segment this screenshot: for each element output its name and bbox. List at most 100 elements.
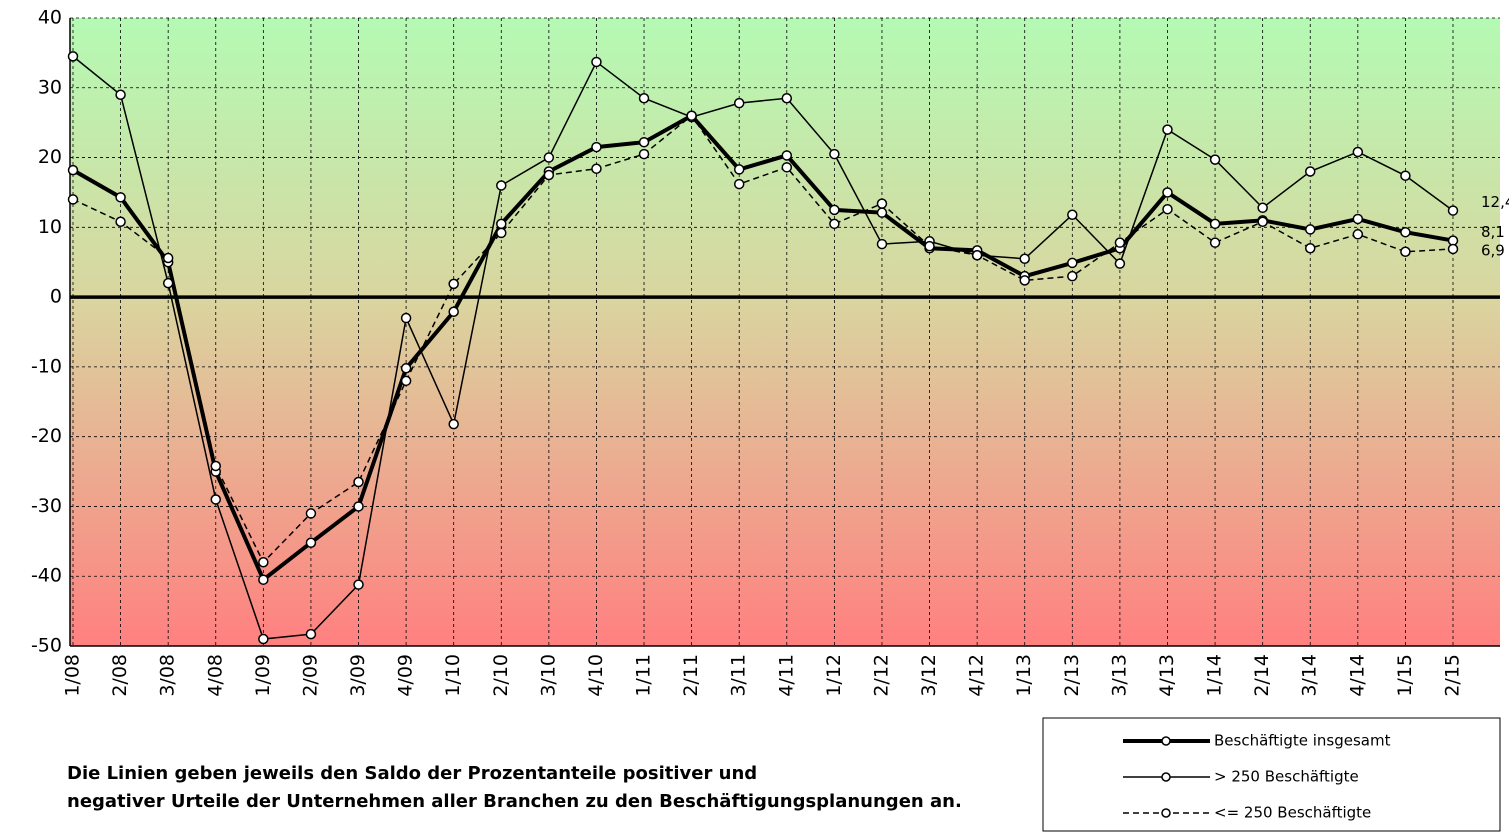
- data-point: [1352, 229, 1364, 240]
- data-point: [210, 494, 222, 505]
- x-tick-label: 1/13: [1013, 654, 1035, 697]
- data-point: [1447, 243, 1459, 255]
- data-point: [1067, 257, 1078, 269]
- x-tick-label: 2/09: [299, 654, 321, 697]
- data-point: [210, 460, 222, 472]
- x-tick-label: 2/10: [490, 654, 512, 697]
- data-point: [733, 164, 745, 175]
- y-tick-label: -50: [31, 635, 62, 657]
- data-point: [448, 278, 459, 290]
- series-line: [72, 55, 1454, 640]
- data-point: [496, 180, 507, 191]
- data-point: [733, 178, 745, 190]
- x-tick-label: 3/08: [157, 654, 179, 697]
- y-tick-label: 20: [38, 146, 62, 168]
- legend-label: <= 250 Beschäftigte: [1214, 804, 1371, 822]
- data-point: [162, 277, 174, 289]
- data-point: [1352, 146, 1364, 158]
- data-point: [305, 628, 317, 640]
- data-point: [591, 56, 602, 68]
- data-point: [258, 557, 269, 568]
- legend-label: > 250 Beschäftigte: [1214, 768, 1359, 786]
- data-point: [1162, 124, 1173, 135]
- data-point: [258, 574, 269, 585]
- data-point: [1114, 237, 1126, 248]
- data-point: [876, 198, 888, 209]
- data-point: [1352, 213, 1364, 225]
- data-point: [781, 150, 793, 161]
- data-point: [353, 501, 364, 512]
- x-tick-label: 1/09: [252, 654, 274, 697]
- x-tick-label: 4/08: [204, 654, 226, 697]
- data-point: [353, 476, 364, 488]
- x-tick-label: 2/11: [680, 654, 702, 697]
- data-point: [400, 363, 412, 374]
- data-point: [781, 92, 793, 104]
- x-tick-label: 1/15: [1394, 654, 1416, 697]
- data-point: [115, 192, 126, 203]
- data-point: [353, 579, 364, 590]
- data-point: [1162, 187, 1173, 198]
- data-point: [1019, 253, 1030, 264]
- series-line: [72, 114, 1454, 564]
- y-tick-label: -20: [31, 425, 62, 447]
- data-point: [1304, 166, 1316, 177]
- x-tick-label: 2/13: [1061, 654, 1083, 697]
- x-tick-label: 3/09: [347, 654, 369, 697]
- data-point: [876, 207, 888, 218]
- data-point: [543, 169, 555, 181]
- data-point: [638, 136, 650, 148]
- y-tick-label: 10: [38, 216, 62, 238]
- data-point: [1067, 270, 1078, 282]
- y-tick-label: 30: [38, 76, 62, 98]
- legend-label: Beschäftigte insgesamt: [1214, 732, 1391, 750]
- x-tick-label: 4/09: [395, 654, 417, 697]
- data-point: [1304, 243, 1316, 254]
- x-tick-label: 1/08: [62, 654, 84, 697]
- x-tick-label: 4/10: [585, 654, 607, 697]
- data-point: [591, 141, 602, 153]
- data-point: [1019, 275, 1030, 286]
- data-point: [781, 162, 793, 173]
- x-tick-label: 2/08: [109, 654, 131, 697]
- data-point: [400, 312, 412, 324]
- data-point: [1304, 224, 1316, 235]
- legend-marker: [1161, 736, 1171, 746]
- x-tick-label: 3/14: [1299, 654, 1321, 697]
- data-point: [448, 418, 459, 430]
- data-point: [67, 164, 79, 176]
- y-tick-label: 0: [50, 286, 62, 308]
- data-point: [971, 249, 983, 261]
- x-tick-label: 1/11: [633, 654, 655, 697]
- data-point: [496, 227, 507, 239]
- data-point: [1114, 258, 1126, 269]
- x-tick-label: 3/11: [728, 654, 750, 697]
- data-label: 12,4: [1481, 193, 1509, 211]
- data-point: [1447, 205, 1459, 216]
- x-tick-label: 3/12: [918, 654, 940, 697]
- legend-marker: [1161, 772, 1171, 782]
- data-point: [638, 148, 650, 160]
- x-tick-label: 2/12: [870, 654, 892, 697]
- x-tick-label: 4/13: [1156, 654, 1178, 697]
- data-point: [1209, 154, 1221, 165]
- data-point: [305, 508, 317, 519]
- data-point: [1209, 218, 1221, 230]
- y-tick-label: -40: [31, 565, 62, 587]
- data-point: [686, 110, 697, 121]
- legend-marker: [1161, 808, 1171, 818]
- x-tick-label: 1/10: [442, 654, 464, 697]
- data-point: [829, 218, 840, 230]
- data-point: [1257, 216, 1268, 228]
- legend-box: [1042, 717, 1501, 832]
- data-point: [258, 633, 269, 645]
- data-point: [400, 375, 412, 387]
- x-tick-label: 3/13: [1108, 654, 1130, 697]
- y-tick-label: -30: [31, 495, 62, 517]
- x-tick-label: 1/12: [823, 654, 845, 697]
- data-point: [924, 240, 935, 252]
- data-label: 6,9: [1481, 241, 1505, 259]
- note-line: Die Linien geben jeweils den Saldo der P…: [67, 763, 757, 784]
- x-tick-label: 3/10: [537, 654, 559, 697]
